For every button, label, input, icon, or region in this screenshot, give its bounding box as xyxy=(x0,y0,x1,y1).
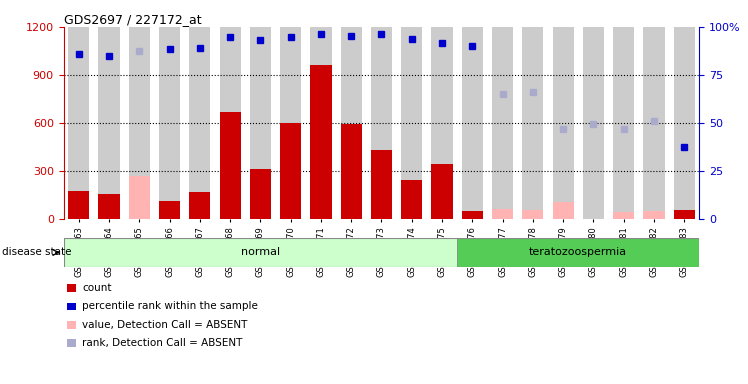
Bar xyxy=(159,201,180,219)
FancyBboxPatch shape xyxy=(457,238,699,267)
Bar xyxy=(674,27,695,219)
Bar xyxy=(371,27,392,219)
Bar xyxy=(310,65,331,219)
Bar xyxy=(280,27,301,219)
Bar xyxy=(310,27,331,219)
Bar xyxy=(492,209,513,219)
Bar xyxy=(129,176,150,219)
Text: normal: normal xyxy=(241,247,280,258)
Bar xyxy=(129,27,150,219)
Bar xyxy=(219,112,241,219)
Text: value, Detection Call = ABSENT: value, Detection Call = ABSENT xyxy=(82,320,248,330)
Bar xyxy=(462,27,483,219)
Text: GDS2697 / 227172_at: GDS2697 / 227172_at xyxy=(64,13,201,26)
Bar xyxy=(553,27,574,219)
Text: rank, Detection Call = ABSENT: rank, Detection Call = ABSENT xyxy=(82,338,242,348)
Bar xyxy=(674,210,695,219)
Bar xyxy=(643,211,664,219)
Bar xyxy=(159,27,180,219)
Bar xyxy=(68,27,89,219)
Bar xyxy=(401,180,423,219)
Bar xyxy=(492,27,513,219)
Bar xyxy=(553,202,574,219)
Text: count: count xyxy=(82,283,111,293)
Bar xyxy=(68,191,89,219)
Bar xyxy=(189,27,210,219)
Bar xyxy=(432,164,453,219)
Bar xyxy=(280,123,301,219)
Bar xyxy=(371,150,392,219)
Bar xyxy=(401,27,423,219)
Bar xyxy=(522,27,544,219)
Bar xyxy=(99,27,120,219)
Bar xyxy=(189,192,210,219)
Text: percentile rank within the sample: percentile rank within the sample xyxy=(82,301,258,311)
Bar xyxy=(432,27,453,219)
Bar xyxy=(643,27,664,219)
FancyBboxPatch shape xyxy=(64,238,457,267)
Bar xyxy=(250,27,271,219)
Bar xyxy=(613,212,634,219)
Bar xyxy=(219,27,241,219)
Bar xyxy=(613,27,634,219)
Bar xyxy=(583,27,604,219)
Text: disease state: disease state xyxy=(2,247,72,258)
Bar xyxy=(250,169,271,219)
Bar xyxy=(340,27,362,219)
Bar xyxy=(462,211,483,219)
Text: teratozoospermia: teratozoospermia xyxy=(530,247,628,258)
Bar xyxy=(522,210,544,219)
Bar xyxy=(340,124,362,219)
Bar xyxy=(99,194,120,219)
